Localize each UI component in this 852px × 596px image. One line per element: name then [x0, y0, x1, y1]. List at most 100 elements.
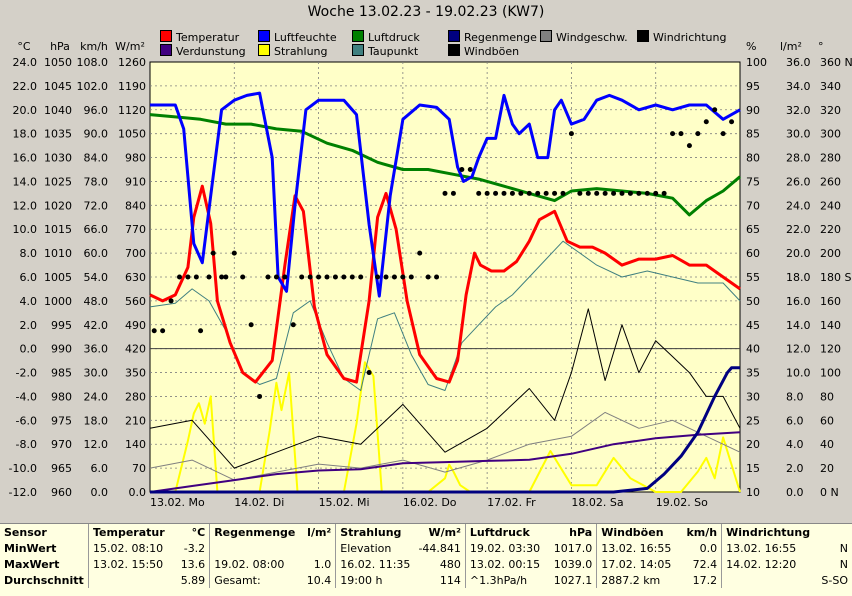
- stats-cell: Durchschnitt: [4, 573, 84, 587]
- y-tick-label-left: 72.0: [84, 199, 109, 212]
- y-tick-label-right: 65: [746, 223, 760, 236]
- y-tick-label-right: 6.0: [786, 414, 804, 427]
- wind-direction-point: [299, 274, 305, 280]
- stats-header-sensor: Sensor: [4, 525, 47, 539]
- y-tick-label-right: 45: [746, 319, 760, 332]
- stats-cell: 114: [439, 573, 461, 587]
- wind-direction-point: [467, 167, 473, 172]
- stats-cell: [209, 540, 300, 556]
- y-tick-label-left: 8.0: [20, 247, 38, 260]
- wind-direction-point: [686, 143, 692, 149]
- stats-cell: 13.6: [180, 557, 206, 571]
- wind-direction-point: [391, 274, 397, 280]
- y-tick-label-right: 4.0: [786, 438, 804, 451]
- legend-swatch: [540, 30, 552, 42]
- y-tick-label-left: 4.0: [20, 295, 38, 308]
- stats-cell: MaxWert: [4, 557, 60, 571]
- legend-item: Taupunkt: [352, 44, 418, 58]
- y-tick-label-left: 560: [125, 295, 146, 308]
- axis-labels: 24.0 22.0 20.0 18.0 16.0 14.0 12.0 10.0 8.0 6.0 4.…: [9, 40, 852, 509]
- stats-header-gusts-unit: km/h: [686, 525, 718, 539]
- stats-cell: N: [839, 541, 848, 555]
- y-tick-label-left: 910: [125, 175, 146, 188]
- series-line-regenmenge: [150, 366, 740, 494]
- y-tick-label-right: 260: [820, 175, 841, 188]
- y-tick-label-left: 840: [125, 199, 146, 212]
- stats-cell: -3.2: [183, 541, 206, 555]
- wind-direction-point: [400, 274, 406, 280]
- legend-swatch: [448, 44, 460, 56]
- y-tick-label-left: 970: [51, 438, 72, 451]
- y-tick-label-right: 300: [820, 128, 841, 141]
- y-tick-label-left: 700: [125, 247, 146, 260]
- legend-swatch: [160, 44, 172, 56]
- y-tick-label-left: 1025: [44, 175, 72, 188]
- wind-direction-point: [661, 190, 667, 196]
- wind-direction-point: [585, 190, 591, 196]
- x-tick-label: 13.02. Mo: [150, 496, 205, 509]
- y-tick-label-right: 120: [820, 343, 841, 356]
- legend-swatch: [258, 44, 270, 56]
- y-tick-label-left: 1005: [44, 271, 72, 284]
- y-tick-label-left: 48.0: [84, 295, 109, 308]
- wind-direction-point: [408, 274, 414, 280]
- y-tick-label-right: 80: [820, 390, 834, 403]
- wind-direction-point: [712, 107, 718, 113]
- stats-header-temperature-unit: °C: [191, 525, 206, 539]
- legend-item: Luftfeuchte: [258, 30, 337, 44]
- y-tick-label-left: -8.0: [16, 438, 37, 451]
- y-tick-label-left: 102.0: [77, 80, 109, 93]
- stats-cell: S-SO: [821, 573, 848, 587]
- y-tick-label-left: 0.0: [20, 343, 38, 356]
- wind-direction-point: [493, 190, 499, 196]
- series-line-windben: [149, 308, 741, 469]
- wind-direction-point: [198, 328, 204, 334]
- wind-direction-point: [434, 274, 440, 280]
- stats-cell: 14.02. 12:20: [721, 556, 815, 572]
- y-tick-label-right: 10: [746, 486, 760, 499]
- y-tick-label-left: 1015: [44, 223, 72, 236]
- y-tick-label-right: 320: [820, 104, 841, 117]
- y-tick-label-left: 980: [125, 152, 146, 165]
- legend-label: Luftfeuchte: [274, 31, 337, 44]
- wind-direction-point: [509, 190, 515, 196]
- wind-direction-point: [644, 190, 650, 196]
- legend-item: Verdunstung: [160, 44, 246, 58]
- y-tick-label-left: 1260: [118, 56, 146, 69]
- series-line-temperatur: [149, 184, 741, 384]
- legend-label: Windrichtung: [653, 31, 727, 44]
- y-tick-label-left: 42.0: [84, 319, 109, 332]
- wind-direction-point: [206, 274, 212, 280]
- axis-unit-left: W/m²: [115, 40, 145, 53]
- wind-direction-point: [341, 274, 347, 280]
- stats-header-row: Sensor Temperatur °C Regenmenge l/m² Str…: [0, 524, 852, 540]
- legend-swatch: [448, 30, 460, 42]
- stats-cell: 16.02. 11:35: [335, 556, 415, 572]
- y-tick-label-right: 55: [746, 271, 760, 284]
- wind-direction-point: [383, 274, 389, 280]
- stats-cell: 13.02. 00:15: [464, 556, 550, 572]
- wind-direction-point: [670, 131, 676, 137]
- stats-cell: MinWert: [4, 541, 57, 555]
- wind-direction-point: [257, 393, 263, 399]
- stats-cell: 17.02. 14:05: [596, 556, 676, 572]
- y-tick-label-right: 10.0: [786, 367, 811, 380]
- y-tick-label-left: 1035: [44, 128, 72, 141]
- wind-direction-point: [619, 190, 625, 196]
- y-tick-label-right: 340: [820, 80, 841, 93]
- wind-direction-point: [265, 274, 271, 280]
- legend-label: Verdunstung: [176, 45, 246, 58]
- y-tick-label-left: 1030: [44, 152, 72, 165]
- wind-direction-points: [151, 107, 735, 399]
- y-tick-label-right: 22.0: [786, 223, 811, 236]
- y-tick-label-left: 70: [132, 462, 146, 475]
- wind-direction-point: [160, 328, 166, 334]
- y-tick-label-right: 200: [820, 247, 841, 260]
- y-tick-label-right: 70: [746, 199, 760, 212]
- chart-svg: 24.0 22.0 20.0 18.0 16.0 14.0 12.0 10.0 8.0 6.0 4.…: [8, 40, 852, 509]
- wind-direction-point: [425, 274, 431, 280]
- y-tick-label-left: 10.0: [13, 223, 38, 236]
- wind-direction-point: [349, 274, 355, 280]
- grid-lines: [150, 62, 740, 492]
- stats-cell: -44.841: [418, 541, 461, 555]
